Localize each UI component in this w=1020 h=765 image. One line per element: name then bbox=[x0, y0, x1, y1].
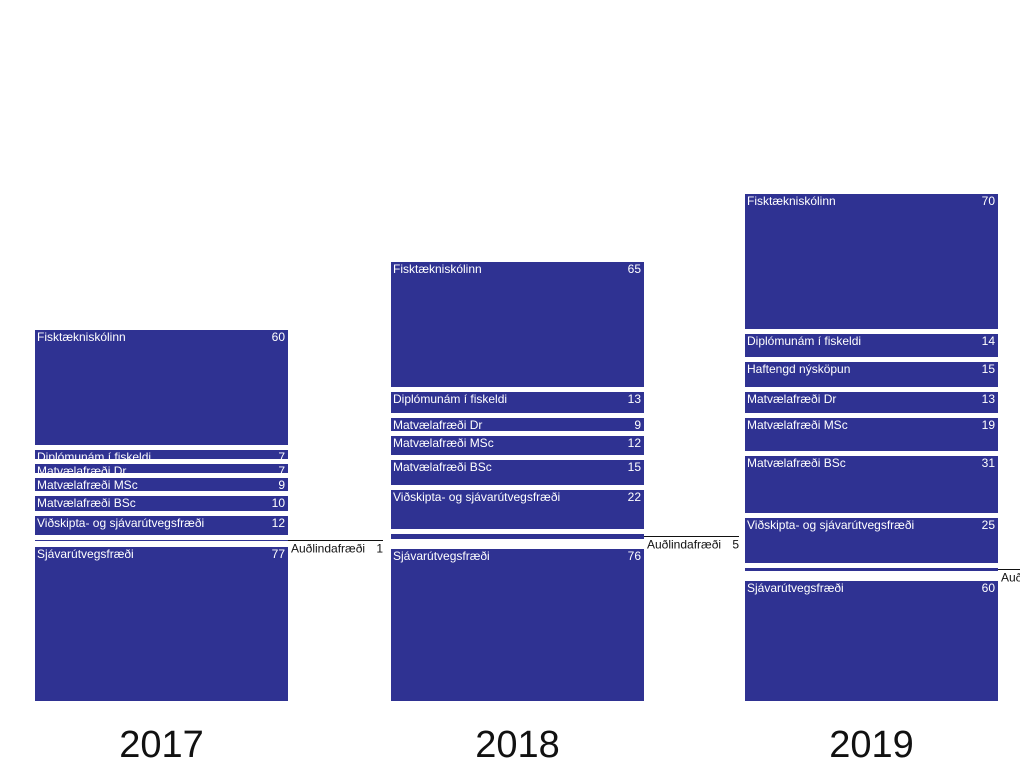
column-2017: Sjávarútvegsfræði 77 Auðlindafræði 1 Viðskip… bbox=[35, 330, 383, 765]
bar-segment bbox=[391, 392, 644, 413]
bar-segment bbox=[391, 549, 644, 701]
bar-segment bbox=[35, 516, 288, 535]
segment-label: Matvælafræði Dr bbox=[37, 464, 126, 478]
column-2018: Sjávarútvegsfræði 76 Auðlindafræði 5 Viðskip… bbox=[391, 262, 739, 765]
segment-value: 15 bbox=[982, 362, 996, 376]
segment-value: 5 bbox=[732, 538, 739, 552]
segment-label: Auðlindafræði bbox=[1001, 571, 1020, 585]
segment-label: Matvælafræði BSc bbox=[37, 496, 136, 510]
year-label: 2018 bbox=[475, 724, 560, 765]
segment-label: Sjávarútvegsfræði bbox=[393, 549, 490, 563]
segment-label: Haftengd nýsköpun bbox=[747, 362, 850, 376]
segment-label: Matvælafræði Dr bbox=[747, 392, 836, 406]
segment-label: Sjávarútvegsfræði bbox=[747, 581, 844, 595]
segment-value: 9 bbox=[278, 478, 285, 492]
segment-value: 9 bbox=[634, 418, 641, 432]
year-label: 2019 bbox=[829, 724, 914, 765]
bar-segment bbox=[745, 568, 998, 571]
bar-segment bbox=[35, 496, 288, 511]
segment-value: 31 bbox=[982, 456, 996, 470]
bar-segment bbox=[745, 518, 998, 563]
bar-segment bbox=[35, 547, 288, 701]
bar-segment bbox=[391, 534, 644, 539]
segment-label: Viðskipta- og sjávarútvegsfræði bbox=[747, 518, 914, 532]
segment-label: Viðskipta- og sjávarútvegsfræði bbox=[37, 516, 204, 530]
segment-value: 19 bbox=[982, 418, 996, 432]
segment-value: 13 bbox=[628, 392, 642, 406]
segment-label: Fisktækniskólinn bbox=[393, 262, 482, 276]
segment-value: 10 bbox=[272, 496, 286, 510]
segment-value: 7 bbox=[278, 450, 285, 464]
segment-value: 15 bbox=[628, 460, 642, 474]
segment-label: Fisktækniskólinn bbox=[37, 330, 126, 344]
segment-label: Diplómunám í fiskeldi bbox=[393, 392, 507, 406]
segment-value: 76 bbox=[628, 549, 642, 563]
bar-segment bbox=[745, 418, 998, 451]
bar-segment bbox=[745, 362, 998, 387]
bar-segment bbox=[391, 460, 644, 485]
bar-segment bbox=[745, 581, 998, 701]
segment-value: 13 bbox=[982, 392, 996, 406]
segment-value: 77 bbox=[272, 547, 286, 561]
segment-value: 1 bbox=[376, 542, 383, 556]
segment-label: Viðskipta- og sjávarútvegsfræði bbox=[393, 490, 560, 504]
segment-label: Matvælafræði MSc bbox=[393, 436, 494, 450]
segment-value: 60 bbox=[272, 330, 286, 344]
bar-segment bbox=[745, 334, 998, 357]
bar-segment bbox=[35, 540, 288, 541]
segment-label: Auðlindafræði bbox=[647, 538, 721, 552]
segment-value: 12 bbox=[272, 516, 286, 530]
segment-value: 12 bbox=[628, 436, 642, 450]
bar-segment bbox=[391, 490, 644, 529]
segment-label: Auðlindafræði bbox=[291, 542, 365, 556]
bar-segment bbox=[745, 194, 998, 329]
segment-value: 22 bbox=[628, 490, 642, 504]
segment-label: Diplómunám í fiskeldi bbox=[747, 334, 861, 348]
bar-segment bbox=[391, 436, 644, 455]
segment-label: Matvælafræði BSc bbox=[393, 460, 492, 474]
bar-segment bbox=[35, 450, 288, 459]
segment-value: 65 bbox=[628, 262, 642, 276]
bar-segment bbox=[35, 478, 288, 491]
year-label: 2017 bbox=[119, 724, 204, 765]
segment-value: 60 bbox=[982, 581, 996, 595]
segment-value: 14 bbox=[982, 334, 996, 348]
bar-segment bbox=[391, 262, 644, 387]
segment-label: Sjávarútvegsfræði bbox=[37, 547, 134, 561]
bar-segment bbox=[391, 418, 644, 431]
segment-label: Matvælafræði MSc bbox=[747, 418, 848, 432]
segment-value: 25 bbox=[982, 518, 996, 532]
segment-label: Diplómunám í fiskeldi bbox=[37, 450, 151, 464]
segment-label: Matvælafræði MSc bbox=[37, 478, 138, 492]
bar-segment bbox=[745, 392, 998, 413]
column-2019: Sjávarútvegsfræði60Auðlindafræði4Viðskip… bbox=[745, 194, 1020, 765]
bar-segment bbox=[745, 456, 998, 513]
segment-label: Matvælafræði BSc bbox=[747, 456, 846, 470]
bar-segment bbox=[35, 330, 288, 445]
segment-label: Fisktækniskólinn bbox=[747, 194, 836, 208]
segment-label: Matvælafræði Dr bbox=[393, 418, 482, 432]
bar-segment bbox=[35, 464, 288, 473]
segment-value: 70 bbox=[982, 194, 996, 208]
segment-value: 7 bbox=[278, 464, 285, 478]
